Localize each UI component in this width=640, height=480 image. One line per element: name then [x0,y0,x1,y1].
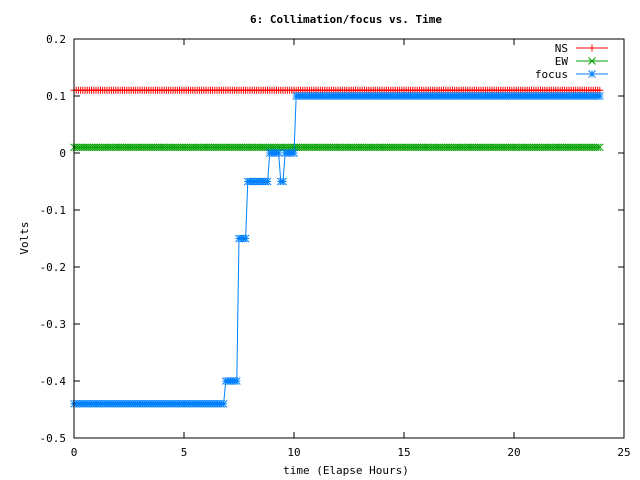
chart-title: 6: Collimation/focus vs. Time [250,13,442,26]
data-point [274,149,283,157]
data-point [595,92,604,100]
plot-frame [73,38,625,439]
y-axis-label: Volts [18,221,31,254]
x-tick-label: 0 [71,446,78,459]
legend-label: focus [535,68,568,81]
y-tick-label: -0.1 [40,204,67,217]
data-point [241,234,250,243]
x-axis: 0 5 10 15 20 25 [71,39,631,459]
y-tick-label: -0.2 [40,261,67,274]
data-point [595,143,604,152]
x-tick-label: 25 [617,446,630,459]
data-point [263,177,272,186]
data-point [232,377,241,385]
legend-label: NS [555,42,568,55]
y-axis: -0.5 -0.4 -0.3 -0.2 -0.1 0 0.1 0.2 [40,33,624,445]
x-tick-label: 15 [397,446,410,459]
series-EW [70,143,604,152]
data-point [290,149,298,157]
x-tick-label: 20 [507,446,520,459]
legend-marker [588,44,596,52]
x-tick-label: 5 [181,446,188,459]
y-tick-label: -0.5 [40,432,67,445]
y-tick-label: -0.4 [40,375,67,388]
data-point [279,177,287,186]
legend-marker [588,70,596,78]
y-tick-label: 0.1 [46,90,66,103]
y-tick-label: -0.3 [40,318,67,331]
legend-marker [588,57,596,65]
x-axis-label: time (Elapse Hours) [283,464,409,477]
legend-label: EW [555,55,569,68]
y-tick-label: 0.2 [46,33,66,46]
series-focus [70,92,604,408]
data-point [219,399,228,408]
series-line-focus [74,95,600,405]
y-tick-label: 0 [59,147,66,160]
series-layer [70,86,604,408]
data-point [593,143,602,152]
x-tick-label: 10 [287,446,300,459]
